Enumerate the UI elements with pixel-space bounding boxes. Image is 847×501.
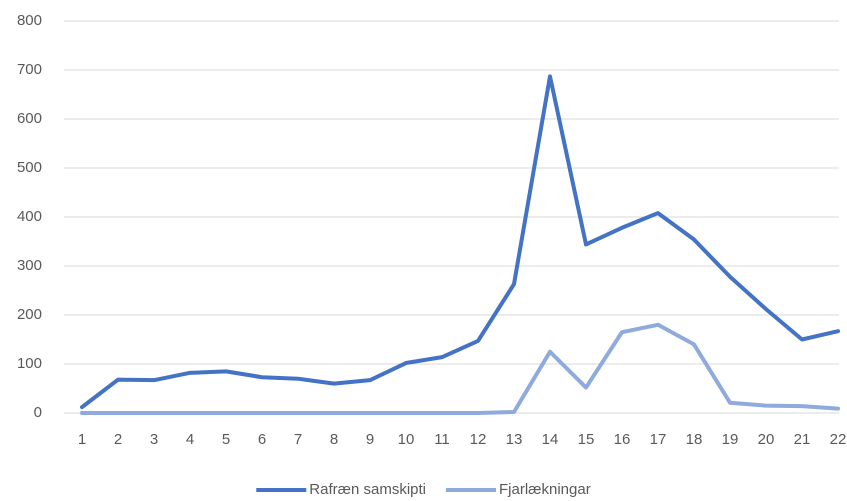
y-tick-label: 500 bbox=[17, 159, 42, 176]
x-tick-label: 22 bbox=[830, 431, 847, 448]
x-tick-label: 18 bbox=[686, 431, 703, 448]
x-tick-label: 19 bbox=[722, 431, 739, 448]
y-tick-label: 800 bbox=[17, 12, 42, 29]
x-tick-label: 9 bbox=[366, 431, 374, 448]
x-tick-label: 20 bbox=[758, 431, 775, 448]
x-tick-label: 6 bbox=[258, 431, 266, 448]
y-tick-label: 100 bbox=[17, 355, 42, 372]
legend-label: Rafræn samskipti bbox=[309, 481, 426, 498]
y-tick-label: 700 bbox=[17, 61, 42, 78]
x-tick-label: 5 bbox=[222, 431, 230, 448]
y-tick-label: 200 bbox=[17, 306, 42, 323]
x-tick-label: 7 bbox=[294, 431, 302, 448]
legend-label: Fjarlækningar bbox=[499, 481, 591, 498]
x-tick-label: 1 bbox=[78, 431, 86, 448]
y-tick-label: 600 bbox=[17, 110, 42, 127]
y-tick-label: 300 bbox=[17, 257, 42, 274]
x-tick-label: 8 bbox=[330, 431, 338, 448]
x-tick-label: 4 bbox=[186, 431, 194, 448]
x-tick-label: 16 bbox=[614, 431, 631, 448]
series-line bbox=[80, 74, 840, 410]
x-tick-label: 12 bbox=[470, 431, 487, 448]
x-tick-label: 11 bbox=[434, 431, 450, 448]
x-tick-label: 14 bbox=[542, 431, 559, 448]
x-tick-label: 15 bbox=[578, 431, 595, 448]
y-tick-label: 400 bbox=[17, 208, 42, 225]
y-tick-label: 0 bbox=[34, 404, 42, 421]
x-tick-label: 13 bbox=[506, 431, 523, 448]
x-tick-label: 10 bbox=[398, 431, 415, 448]
x-tick-label: 17 bbox=[650, 431, 667, 448]
x-tick-label: 2 bbox=[114, 431, 122, 448]
x-tick-label: 3 bbox=[150, 431, 158, 448]
series-line bbox=[80, 322, 840, 415]
x-tick-label: 21 bbox=[794, 431, 811, 448]
